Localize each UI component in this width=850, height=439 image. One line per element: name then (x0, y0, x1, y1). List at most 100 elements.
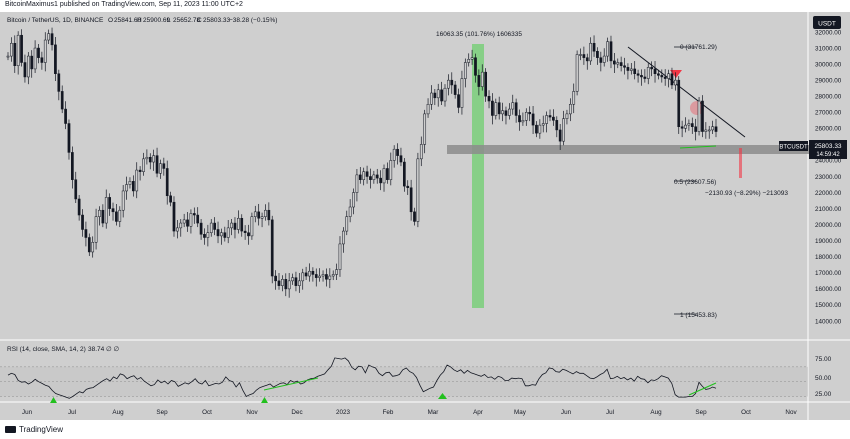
candle-body (616, 62, 620, 65)
publish-header: BitcoinMaximus1 published on TradingView… (0, 0, 850, 12)
candle-body (545, 115, 548, 124)
candle-body (535, 124, 538, 134)
time-tick-label: Dec (291, 409, 302, 416)
candle-body (497, 102, 501, 115)
candle-body (511, 102, 515, 110)
time-axis[interactable]: Jun Jul Aug Sep Oct Nov Dec 2023 Feb Mar Apr May Jun… (22, 409, 798, 416)
candle-body (64, 108, 67, 124)
candle-body (335, 269, 338, 275)
candle-body (247, 232, 250, 237)
candle-body (623, 65, 626, 68)
candle-body (176, 227, 179, 232)
ohlc-c-label: C (197, 17, 202, 24)
candle-body (660, 75, 664, 78)
candle-body (697, 100, 701, 132)
price-tick-label: 17000.00 (815, 270, 842, 277)
candle-body (409, 187, 413, 213)
candle-body (148, 156, 152, 163)
drop-label: −2130.93 (−8.29%) −213093 (705, 190, 788, 197)
time-tick-label: Jul (606, 409, 614, 416)
time-tick-label: Sep (156, 409, 168, 416)
candle-body (128, 181, 132, 185)
candle-body (297, 280, 301, 286)
currency-button-label[interactable]: USDT (818, 21, 836, 28)
candle-body (355, 174, 359, 193)
candle-body (436, 89, 440, 99)
candle-body (419, 144, 423, 160)
ohlc-h: 25900.69 (143, 17, 170, 24)
candle-body (26, 55, 30, 78)
candle-body (518, 115, 521, 123)
candle-body (186, 219, 189, 227)
candle-body (508, 108, 511, 116)
candle-body (135, 169, 139, 192)
candle-body (54, 44, 57, 74)
candle-body (619, 62, 623, 66)
candle-body (694, 126, 698, 132)
candle-body (667, 73, 670, 79)
candle-body (633, 68, 637, 74)
candle-body (182, 219, 186, 224)
candle-body (480, 71, 484, 87)
candle-body (57, 73, 61, 92)
candle-body (596, 51, 599, 58)
price-tick-label: 22000.00 (815, 190, 842, 197)
candle-body (121, 190, 125, 211)
candle-body (673, 79, 677, 86)
candle-body (392, 148, 396, 161)
price-tick-label: 29000.00 (815, 77, 842, 84)
candle-body (152, 155, 156, 163)
candle-body (663, 76, 667, 79)
candle-body (474, 57, 477, 76)
candle-body (304, 272, 308, 277)
candle-body (159, 163, 162, 174)
candle-body (389, 160, 393, 180)
time-tick-label: Feb (383, 409, 394, 416)
chart-area[interactable]: 32000.00 31000.00 30000.00 29000.00 28000.00… (0, 12, 850, 420)
green-highlight-band (472, 44, 484, 308)
candle-body (206, 232, 210, 238)
candle-body (74, 179, 78, 200)
candle-body (440, 89, 443, 102)
candle-body (406, 185, 410, 188)
ohlc-h-label: H (137, 17, 142, 24)
price-tick-label: 26000.00 (815, 126, 842, 133)
candle-body (115, 211, 118, 222)
candle-body (372, 174, 376, 180)
currency-button[interactable] (813, 16, 841, 29)
chart-svg[interactable]: 32000.00 31000.00 30000.00 29000.00 28000.00… (0, 12, 850, 420)
candle-body (528, 112, 532, 115)
candle-body (396, 148, 399, 156)
candle-body (599, 57, 603, 63)
candle-body (145, 156, 149, 160)
candle-body (250, 216, 254, 237)
candle-body (6, 55, 10, 58)
candle-body (613, 60, 616, 65)
candle-body (562, 118, 565, 142)
candle-body (203, 234, 206, 238)
candle-body (463, 62, 467, 79)
candle-body (606, 41, 609, 57)
candle-body (165, 168, 169, 197)
candle-body (233, 222, 237, 230)
time-tick-label: Jul (68, 409, 76, 416)
candle-body (40, 57, 44, 63)
candle-body (172, 201, 176, 232)
ohlc-l-label: L (167, 17, 171, 24)
resistance-line (627, 46, 746, 138)
candle-body (108, 197, 111, 209)
candle-body (423, 113, 427, 145)
candle-body (342, 230, 345, 245)
time-tick-label: Apr (473, 409, 483, 416)
candle-body (582, 54, 586, 58)
candle-body (71, 152, 74, 180)
candle-body (328, 275, 332, 280)
price-axis[interactable]: 32000.00 31000.00 30000.00 29000.00 28000.00… (815, 29, 842, 325)
candle-body (687, 123, 691, 126)
candle-body (138, 169, 142, 172)
candle-body (264, 209, 267, 217)
price-tick-label: 30000.00 (815, 61, 842, 68)
candle-body (460, 78, 464, 108)
candle-body (13, 42, 17, 66)
price-tick-label: 32000.00 (815, 29, 842, 36)
